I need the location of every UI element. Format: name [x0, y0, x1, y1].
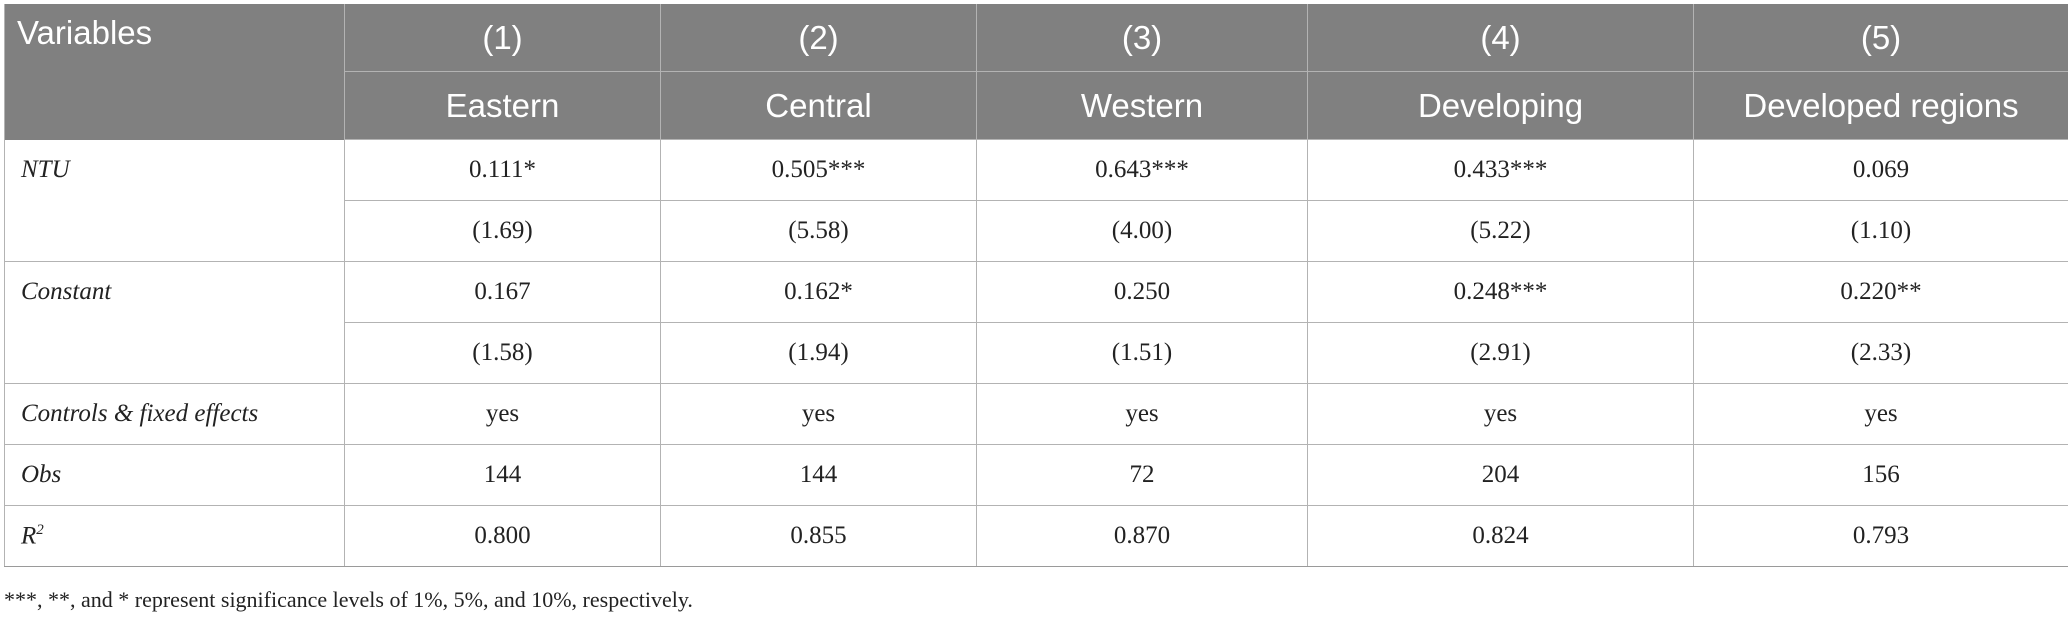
regression-table: Variables (1) (2) (3) (4) (5) Eastern Ce… [4, 4, 2068, 567]
row-label-constant: Constant [4, 261, 345, 384]
column-label-western: Western [976, 71, 1308, 140]
header-row-labels: Eastern Central Western Developing Devel… [5, 71, 2068, 140]
table-row-obs: Obs 144 144 72 204 156 [4, 444, 2068, 506]
table-cell: yes [660, 383, 977, 445]
table-cell: 0.162* [660, 261, 977, 323]
column-number-4: (4) [1307, 4, 1694, 72]
table-cell: 0.505*** [660, 139, 977, 201]
table-cell: (1.10) [1693, 200, 2068, 262]
table-cell: yes [976, 383, 1308, 445]
table-row-constant-coef: Constant 0.167 0.162* 0.250 0.248*** 0.2… [4, 261, 2068, 384]
table-cell: 156 [1693, 444, 2068, 506]
table-row-r2: R2 0.800 0.855 0.870 0.824 0.793 [4, 505, 2068, 567]
table-cell: 72 [976, 444, 1308, 506]
table-cell: (4.00) [976, 200, 1308, 262]
table-row-ntu-tstat: (1.69) (5.58) (4.00) (5.22) (1.10) [5, 200, 2068, 262]
table-cell: (2.91) [1307, 322, 1694, 384]
row-label-obs: Obs [4, 444, 345, 506]
table-cell: yes [1307, 383, 1694, 445]
column-label-developing: Developing [1307, 71, 1694, 140]
table-cell: (5.22) [1307, 200, 1694, 262]
variables-header: Variables [4, 4, 345, 140]
row-label-ntu: NTU [4, 139, 345, 262]
column-number-3: (3) [976, 4, 1308, 72]
header-row-numbers: Variables (1) (2) (3) (4) (5) [4, 4, 2068, 140]
table-cell: (1.51) [976, 322, 1308, 384]
table-cell: 204 [1307, 444, 1694, 506]
column-label-developed-regions: Developed regions [1693, 71, 2068, 140]
table-body: NTU 0.111* 0.505*** 0.643*** 0.433*** 0.… [4, 139, 2068, 567]
table-cell: yes [1693, 383, 2068, 445]
table-cell: 0.800 [344, 505, 661, 567]
table-cell: 0.248*** [1307, 261, 1694, 323]
column-label-eastern: Eastern [344, 71, 661, 140]
r2-label-text: R [21, 522, 37, 550]
table-cell: 0.643*** [976, 139, 1308, 201]
table-cell: 0.824 [1307, 505, 1694, 567]
table-header: Variables (1) (2) (3) (4) (5) Eastern Ce… [4, 4, 2068, 140]
table-cell: 0.069 [1693, 139, 2068, 201]
row-label-r2: R2 [4, 505, 345, 567]
table-cell: yes [344, 383, 661, 445]
table-cell: 0.220** [1693, 261, 2068, 323]
table-cell: 0.793 [1693, 505, 2068, 567]
r2-superscript: 2 [36, 521, 44, 538]
column-label-central: Central [660, 71, 977, 140]
table-cell: 0.433*** [1307, 139, 1694, 201]
table-cell: 0.250 [976, 261, 1308, 323]
table-cell: 0.870 [976, 505, 1308, 567]
table-cell: 0.855 [660, 505, 977, 567]
column-number-5: (5) [1693, 4, 2068, 72]
table-cell: (2.33) [1693, 322, 2068, 384]
table-cell: (1.69) [344, 200, 661, 262]
table-row-ntu-coef: NTU 0.111* 0.505*** 0.643*** 0.433*** 0.… [4, 139, 2068, 262]
table-cell: (5.58) [660, 200, 977, 262]
column-number-1: (1) [344, 4, 661, 72]
table-row-controls: Controls & fixed effects yes yes yes yes… [4, 383, 2068, 445]
table-cell: (1.58) [344, 322, 661, 384]
row-label-controls: Controls & fixed effects [4, 383, 345, 445]
table-footnote: ***, **, and * represent significance le… [4, 587, 693, 612]
table-cell: 0.111* [344, 139, 661, 201]
table-cell: 144 [344, 444, 661, 506]
table-cell: (1.94) [660, 322, 977, 384]
table-cell: 0.167 [344, 261, 661, 323]
table-row-constant-tstat: (1.58) (1.94) (1.51) (2.91) (2.33) [5, 322, 2068, 384]
regression-table-container: Variables (1) (2) (3) (4) (5) Eastern Ce… [4, 4, 2068, 567]
table-cell: 144 [660, 444, 977, 506]
column-number-2: (2) [660, 4, 977, 72]
